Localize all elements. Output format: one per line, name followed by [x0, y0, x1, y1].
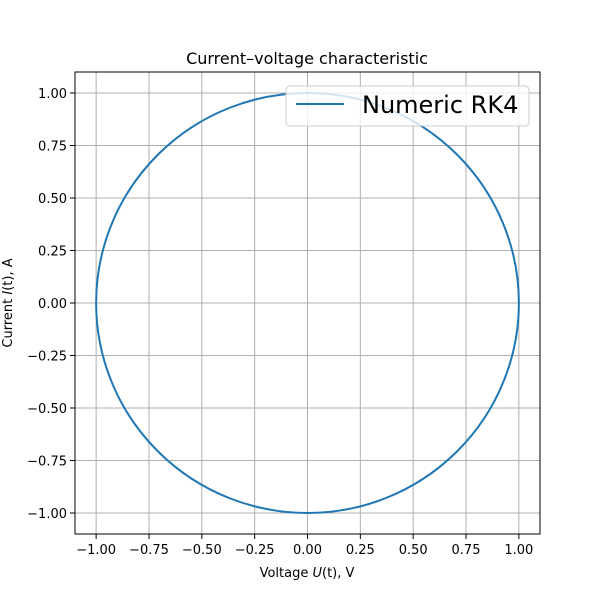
y-axis: −1.00 −0.75 −0.50 −0.25 0.00 0.25 0.50 0.75 1.00: [27, 87, 75, 522]
x-tick-label: −0.25: [235, 543, 275, 558]
y-tick-label: 0.25: [38, 245, 67, 260]
y-tick-label: −0.75: [27, 455, 67, 470]
y-tick-label: −1.00: [27, 507, 67, 522]
legend: Numeric RK4: [285, 85, 530, 127]
legend-box: [285, 85, 530, 127]
y-tick-label: 0.75: [38, 140, 67, 155]
chart-title: Current–voltage characteristic: [186, 49, 428, 68]
x-tick-label: 0.00: [293, 543, 322, 558]
grid: [75, 72, 540, 534]
x-tick-label: −0.50: [182, 543, 222, 558]
plot-area: [74, 71, 541, 535]
y-axis-label-prefix: Current: [1, 295, 16, 348]
x-axis-label-var: U: [312, 566, 322, 581]
y-tick-label: −0.25: [27, 350, 67, 365]
x-tick-label: 1.00: [504, 543, 533, 558]
y-axis-label: Current I(t), A: [1, 258, 16, 347]
y-tick-label: −0.50: [27, 402, 67, 417]
x-tick-label: 0.50: [399, 543, 428, 558]
x-axis-label: Voltage U(t), V: [260, 566, 355, 581]
y-tick-label: 0.50: [38, 192, 67, 207]
x-axis: −1.00 −0.75 −0.50 −0.25 0.00 0.25 0.50 0.75 1.00: [76, 534, 533, 558]
x-tick-label: 0.75: [452, 543, 481, 558]
x-axis-label-suffix: (t), V: [322, 566, 355, 581]
x-tick-label: −0.75: [129, 543, 169, 558]
y-tick-label: 1.00: [38, 87, 67, 102]
x-tick-label: 0.25: [346, 543, 375, 558]
legend-label: Numeric RK4: [362, 91, 518, 119]
y-axis-label-var: I: [1, 291, 16, 295]
x-tick-label: −1.00: [76, 543, 116, 558]
y-tick-label: 0.00: [38, 297, 67, 312]
x-axis-label-prefix: Voltage: [260, 566, 313, 581]
y-axis-label-suffix: (t), A: [1, 258, 16, 291]
